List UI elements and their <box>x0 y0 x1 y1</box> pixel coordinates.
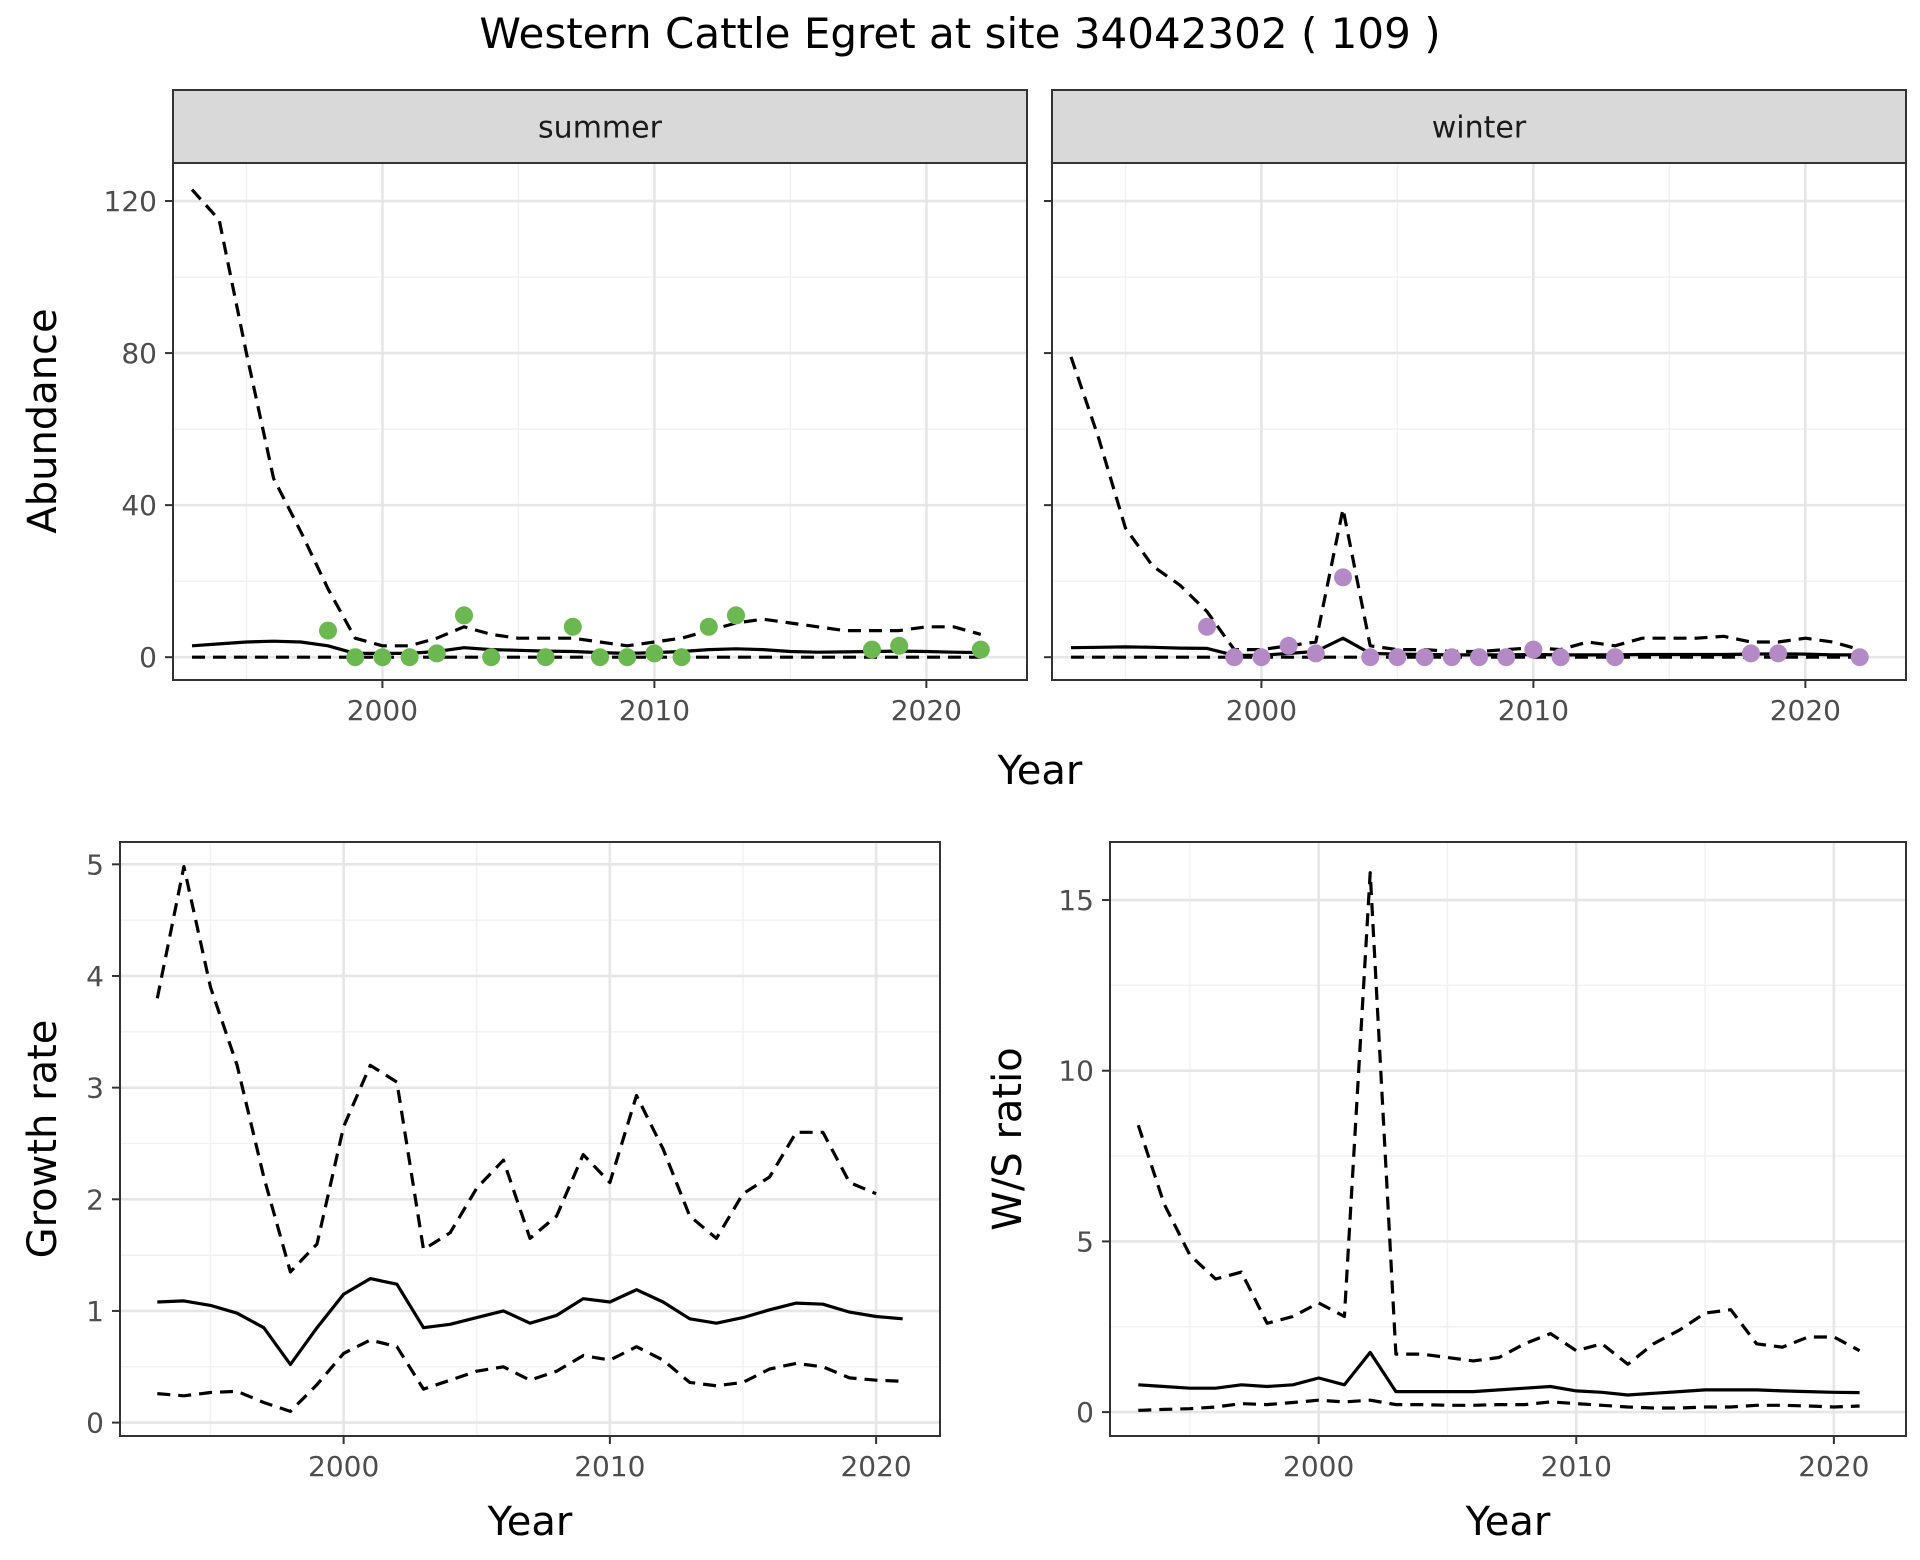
plot-area <box>1052 163 1906 680</box>
chart-panel-1: summer 2000 2010 2020 0 40 80 120 Abundance <box>20 90 1027 727</box>
data-point <box>1552 648 1570 666</box>
data-point <box>346 648 364 666</box>
x-tick-label: 2000 <box>347 694 418 727</box>
data-point <box>673 648 691 666</box>
data-point <box>1470 648 1488 666</box>
data-point <box>1606 648 1624 666</box>
x-axis-title: Year <box>487 1499 573 1545</box>
y-axis-title: Growth rate <box>20 1020 66 1259</box>
data-point <box>645 644 663 662</box>
y-tick-label: 2 <box>86 1183 104 1216</box>
facet-label: summer <box>538 111 663 146</box>
data-point <box>700 618 718 636</box>
chart-title: Western Cattle Egret at site 34042302 ( … <box>479 9 1440 58</box>
x-tick-label: 2010 <box>619 694 690 727</box>
x-tick-label: 2020 <box>891 694 962 727</box>
chart-panel-2: winter 2000 2010 2020 <box>1044 90 1906 727</box>
data-point <box>1742 644 1760 662</box>
x-tick-label: 2000 <box>1226 694 1297 727</box>
data-point <box>727 606 745 624</box>
data-point <box>618 648 636 666</box>
x-tick-label: 2020 <box>840 1450 911 1483</box>
y-tick-label: 3 <box>86 1072 104 1105</box>
data-point <box>1443 648 1461 666</box>
data-point <box>482 648 500 666</box>
y-tick-label: 5 <box>86 848 104 881</box>
facet-label: winter <box>1432 111 1527 146</box>
y-tick-label: 0 <box>86 1407 104 1440</box>
data-point <box>1361 648 1379 666</box>
data-point <box>890 637 908 655</box>
data-point <box>537 648 555 666</box>
y-tick-label: 4 <box>86 960 104 993</box>
data-point <box>863 641 881 659</box>
y-tick-label: 120 <box>104 185 157 218</box>
data-point <box>428 644 446 662</box>
data-point <box>1198 618 1216 636</box>
y-tick-label: 40 <box>121 489 157 522</box>
x-tick-label: 2000 <box>308 1450 379 1483</box>
data-point <box>1307 644 1325 662</box>
x-tick-label: 2020 <box>1770 694 1841 727</box>
data-point <box>1851 648 1869 666</box>
x-tick-label: 2020 <box>1798 1450 1869 1483</box>
data-point <box>564 618 582 636</box>
data-point <box>1225 648 1243 666</box>
y-tick-label: 0 <box>1076 1396 1094 1429</box>
data-point <box>1497 648 1515 666</box>
y-axis-title: Abundance <box>20 308 66 533</box>
x-axis-title-shared: Year <box>997 748 1083 794</box>
data-point <box>373 648 391 666</box>
x-axis-title: Year <box>1465 1499 1551 1545</box>
x-tick-label: 2010 <box>574 1450 645 1483</box>
data-point <box>972 641 990 659</box>
y-tick-label: 10 <box>1058 1055 1094 1088</box>
y-tick-label: 5 <box>1076 1225 1094 1258</box>
chart-panel-3: 2000 2010 2020 0 1 2 3 4 5 Growth rate Year <box>20 842 940 1545</box>
chart-panel-4: 2000 2010 2020 0 5 10 15 W/S ratio Year <box>985 842 1906 1545</box>
y-tick-label: 80 <box>121 337 157 370</box>
y-tick-label: 1 <box>86 1295 104 1328</box>
data-point <box>1769 644 1787 662</box>
x-tick-label: 2000 <box>1283 1450 1354 1483</box>
data-point <box>1524 641 1542 659</box>
y-axis-title: W/S ratio <box>985 1047 1031 1230</box>
data-point <box>1252 648 1270 666</box>
x-tick-label: 2010 <box>1541 1450 1612 1483</box>
plot-area <box>173 163 1027 680</box>
data-point <box>1280 637 1298 655</box>
data-point <box>1416 648 1434 666</box>
data-point <box>591 648 609 666</box>
data-point <box>1334 568 1352 586</box>
y-tick-label: 0 <box>139 641 157 674</box>
x-tick-label: 2010 <box>1498 694 1569 727</box>
data-point <box>1388 648 1406 666</box>
plot-area <box>120 842 940 1436</box>
y-tick-label: 15 <box>1058 884 1094 917</box>
data-point <box>401 648 419 666</box>
data-point <box>455 606 473 624</box>
data-point <box>319 622 337 640</box>
